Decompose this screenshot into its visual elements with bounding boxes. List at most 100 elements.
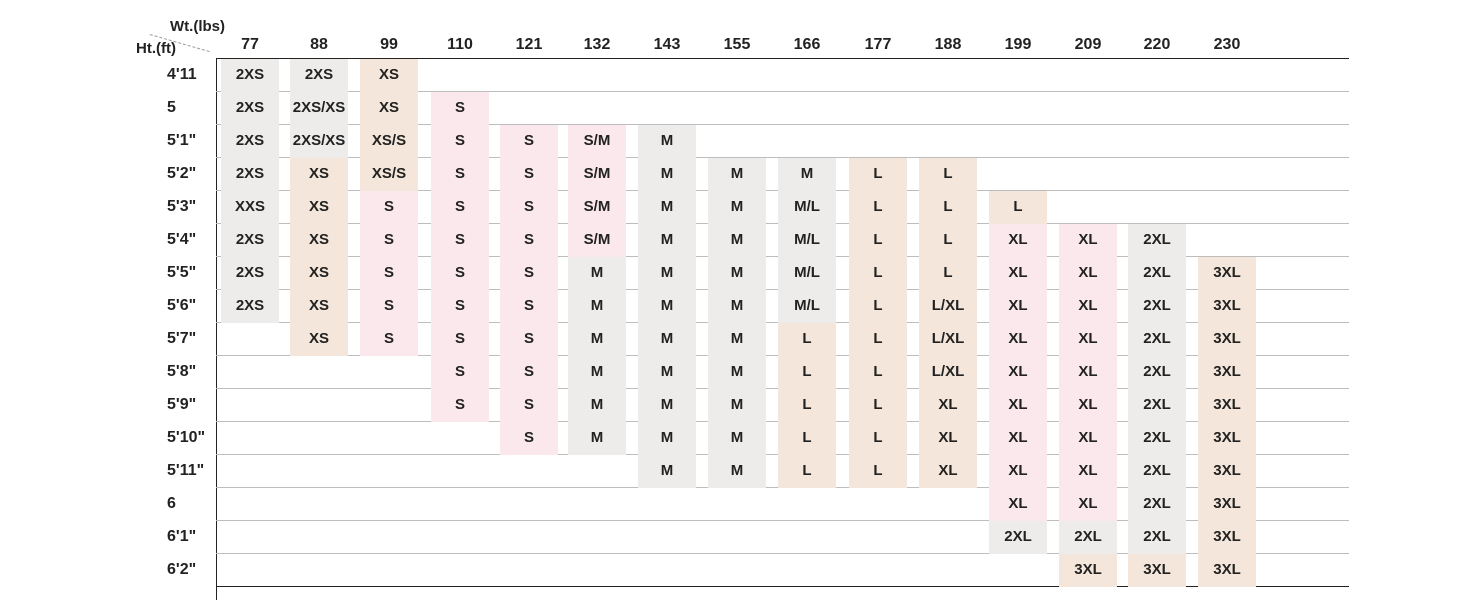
size-cell: S: [431, 389, 489, 422]
size-cell: L: [849, 158, 907, 191]
size-cell: S: [431, 356, 489, 389]
size-cell: L: [849, 389, 907, 422]
row-header-divider: [216, 58, 217, 600]
size-cell: XXS: [221, 191, 279, 224]
size-cell: L/XL: [919, 290, 977, 323]
size-cell: M: [708, 323, 766, 356]
size-cell: 2XL: [1128, 488, 1186, 521]
size-cell: M: [708, 191, 766, 224]
size-cell: XS: [290, 323, 348, 356]
size-cell: M: [708, 290, 766, 323]
size-cell: M/L: [778, 257, 836, 290]
size-cell: S: [360, 191, 418, 224]
height-row-header: 5'9": [167, 396, 197, 413]
size-cell: L: [919, 158, 977, 191]
size-cell: 3XL: [1198, 290, 1256, 323]
size-cell: L: [849, 290, 907, 323]
size-cell: 2XL: [1128, 356, 1186, 389]
size-cell: XL: [1059, 455, 1117, 488]
weight-column-header: 220: [1143, 36, 1171, 53]
size-cell: M: [638, 224, 696, 257]
size-cell: XS: [360, 59, 418, 92]
size-cell: M: [708, 224, 766, 257]
row-divider: [216, 124, 1349, 125]
size-cell: 2XS/XS: [290, 92, 348, 125]
size-cell: S: [431, 323, 489, 356]
height-row-header: 5'11": [167, 462, 205, 479]
size-cell: M: [568, 356, 626, 389]
height-row-header: 4'11: [167, 66, 197, 83]
size-cell: XL: [989, 356, 1047, 389]
size-cell: S/M: [568, 125, 626, 158]
size-cell: XL: [989, 224, 1047, 257]
weight-column-header: 230: [1213, 36, 1241, 53]
size-cell: L: [849, 257, 907, 290]
size-cell: M: [638, 389, 696, 422]
size-cell: M: [638, 158, 696, 191]
size-cell: S: [500, 422, 558, 455]
size-cell: S: [500, 389, 558, 422]
size-cell: L: [919, 257, 977, 290]
height-row-header: 5'8": [167, 363, 197, 380]
size-cell: S/M: [568, 224, 626, 257]
size-cell: S: [360, 224, 418, 257]
height-row-header: 5'1": [167, 132, 197, 149]
size-cell: XL: [989, 257, 1047, 290]
size-cell: M: [778, 158, 836, 191]
size-cell: XS: [290, 158, 348, 191]
size-cell: S: [500, 257, 558, 290]
size-cell: 2XS: [221, 92, 279, 125]
weight-column-header: 177: [864, 36, 892, 53]
height-row-header: 5'3": [167, 198, 197, 215]
size-cell: M: [568, 323, 626, 356]
weight-column-header: 209: [1074, 36, 1102, 53]
weight-column-header: 110: [447, 36, 473, 53]
size-cell: S/M: [568, 158, 626, 191]
size-cell: XL: [1059, 356, 1117, 389]
size-cell: 2XS: [290, 59, 348, 92]
size-cell: M: [708, 455, 766, 488]
size-cell: M: [638, 323, 696, 356]
size-cell: XL: [1059, 257, 1117, 290]
size-cell: 3XL: [1198, 488, 1256, 521]
size-cell: XL: [989, 389, 1047, 422]
size-cell: 3XL: [1128, 554, 1186, 587]
size-cell: L: [778, 455, 836, 488]
size-cell: L: [849, 224, 907, 257]
size-cell: XL: [1059, 488, 1117, 521]
size-cell: S: [431, 224, 489, 257]
size-cell: XL: [989, 323, 1047, 356]
size-cell: S: [360, 290, 418, 323]
size-cell: 3XL: [1198, 554, 1256, 587]
size-cell: L: [989, 191, 1047, 224]
weight-column-header: 155: [723, 36, 751, 53]
size-cell: L/XL: [919, 356, 977, 389]
size-cell: 2XL: [1128, 455, 1186, 488]
size-cell: 3XL: [1198, 257, 1256, 290]
size-cell: XS: [360, 92, 418, 125]
size-cell: 3XL: [1198, 455, 1256, 488]
size-cell: 2XS: [221, 224, 279, 257]
size-cell: XS: [290, 191, 348, 224]
size-cell: M: [638, 191, 696, 224]
weight-column-header: 166: [793, 36, 821, 53]
size-cell: 3XL: [1198, 422, 1256, 455]
size-cell: 2XL: [1128, 257, 1186, 290]
height-axis-label: Ht.(ft): [136, 40, 176, 57]
size-cell: S: [431, 290, 489, 323]
height-row-header: 6: [167, 495, 176, 512]
size-cell: M: [568, 290, 626, 323]
size-cell: L: [919, 224, 977, 257]
size-cell: XL: [989, 290, 1047, 323]
size-cell: XL: [989, 422, 1047, 455]
height-row-header: 5'10": [167, 429, 206, 446]
size-cell: M: [638, 356, 696, 389]
size-cell: XL: [919, 455, 977, 488]
size-cell: XS: [290, 224, 348, 257]
size-cell: 2XL: [1128, 422, 1186, 455]
weight-column-header: 99: [380, 36, 398, 53]
row-divider: [216, 553, 1349, 554]
size-cell: S: [500, 323, 558, 356]
size-cell: S: [500, 158, 558, 191]
